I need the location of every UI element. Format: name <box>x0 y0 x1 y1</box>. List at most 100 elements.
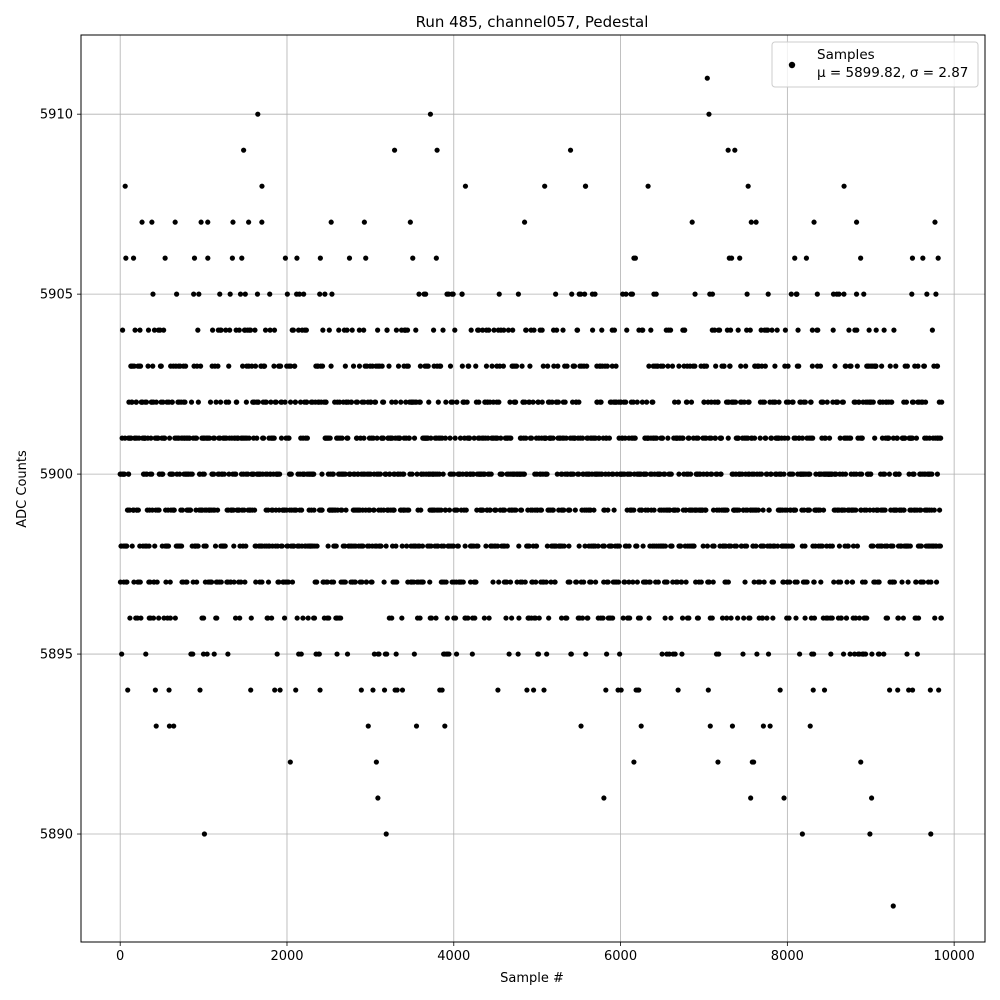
data-point <box>879 363 885 369</box>
data-point <box>251 507 258 513</box>
data-point <box>305 615 311 621</box>
data-point <box>394 579 400 585</box>
data-point <box>439 687 445 693</box>
data-point <box>317 291 323 297</box>
data-point <box>443 579 449 585</box>
plot-frame <box>80 34 986 943</box>
data-point <box>543 435 549 441</box>
data-point <box>452 435 458 441</box>
data-point <box>217 399 224 405</box>
data-point <box>434 147 440 153</box>
data-point <box>157 327 163 333</box>
data-point <box>786 615 792 621</box>
data-point <box>298 651 304 657</box>
data-point <box>413 723 420 729</box>
data-point <box>160 471 166 477</box>
data-point <box>409 471 415 477</box>
data-point <box>574 327 581 333</box>
data-point <box>417 363 424 369</box>
data-point <box>271 435 277 441</box>
data-point <box>539 399 545 405</box>
data-point <box>129 399 135 405</box>
data-point <box>400 471 406 477</box>
data-point <box>186 435 193 441</box>
data-point <box>438 507 444 513</box>
data-point <box>288 471 294 477</box>
data-point <box>591 435 598 441</box>
data-point <box>500 363 507 369</box>
data-point <box>215 363 221 369</box>
data-point <box>781 471 787 477</box>
data-point <box>747 327 753 333</box>
data-point <box>267 327 273 333</box>
data-point <box>763 435 769 441</box>
data-point <box>886 471 893 477</box>
data-point <box>856 615 863 621</box>
data-point <box>804 579 810 585</box>
data-point <box>792 507 799 513</box>
data-point <box>253 579 259 585</box>
data-point <box>605 507 611 513</box>
data-point <box>708 435 714 441</box>
data-point <box>348 399 355 405</box>
data-point <box>777 687 783 693</box>
data-point <box>848 363 854 369</box>
data-point <box>544 471 550 477</box>
data-point <box>814 291 820 297</box>
data-point <box>191 291 197 297</box>
data-point <box>427 579 433 585</box>
data-point <box>876 651 882 657</box>
data-point <box>464 399 470 405</box>
data-point <box>543 579 549 585</box>
data-point <box>861 291 867 297</box>
data-point <box>555 363 561 369</box>
data-point <box>152 543 158 549</box>
data-point <box>126 471 132 477</box>
data-point <box>329 291 335 297</box>
data-point <box>531 327 537 333</box>
data-point <box>368 399 374 405</box>
data-point <box>470 471 476 477</box>
data-point <box>356 363 363 369</box>
data-point <box>391 147 398 153</box>
data-point <box>740 651 746 657</box>
data-point <box>169 399 175 405</box>
data-point <box>252 327 258 333</box>
data-point <box>573 579 580 585</box>
data-point <box>821 687 828 693</box>
data-point <box>226 363 232 369</box>
data-point <box>895 687 901 693</box>
data-point <box>936 687 942 693</box>
data-point <box>468 327 474 333</box>
data-point <box>443 399 449 405</box>
data-point <box>206 435 213 441</box>
data-point <box>454 399 460 405</box>
data-point <box>921 363 928 369</box>
data-point <box>513 399 519 405</box>
data-point <box>365 723 371 729</box>
data-point <box>929 327 935 333</box>
data-point <box>282 399 288 405</box>
data-point <box>651 507 657 513</box>
data-point <box>639 507 645 513</box>
data-point <box>469 651 475 657</box>
data-point <box>284 291 290 297</box>
data-point <box>561 507 567 513</box>
data-point <box>667 327 674 333</box>
data-point <box>688 471 694 477</box>
data-point <box>735 327 741 333</box>
data-point <box>816 543 822 549</box>
data-point <box>522 399 528 405</box>
data-point <box>623 291 629 297</box>
data-point <box>328 219 334 225</box>
data-point <box>389 435 395 441</box>
data-point <box>906 471 912 477</box>
data-point <box>347 471 353 477</box>
data-point <box>502 507 508 513</box>
data-point <box>683 579 689 585</box>
data-point <box>319 507 325 513</box>
data-point <box>333 543 339 549</box>
data-point <box>891 327 897 333</box>
data-point <box>135 507 141 513</box>
data-point <box>372 399 379 405</box>
